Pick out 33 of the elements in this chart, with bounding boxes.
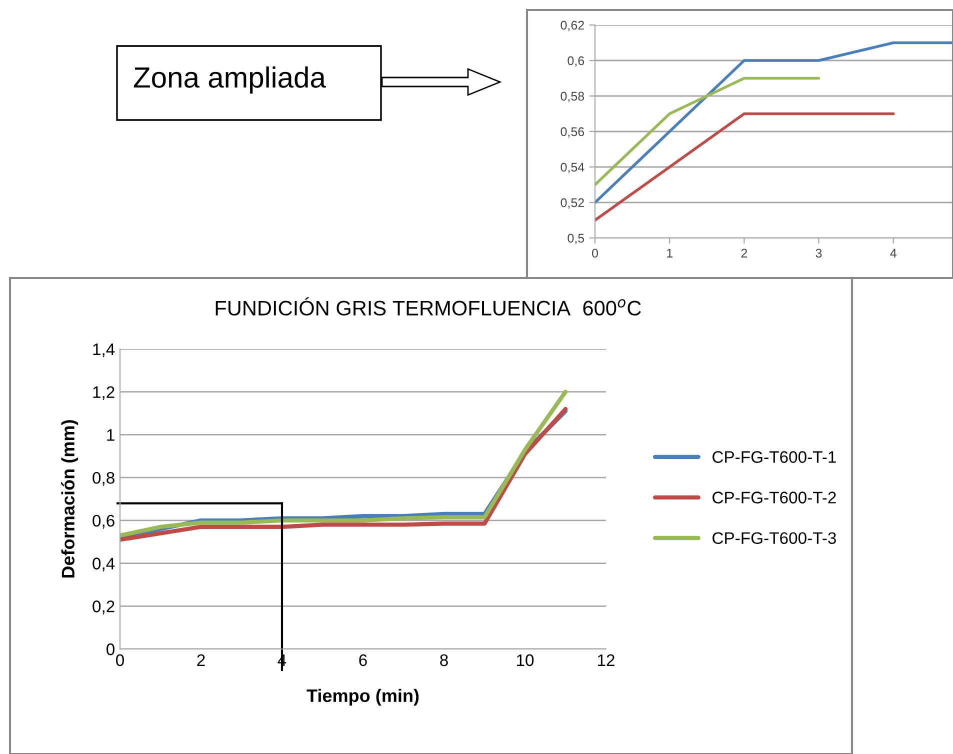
y-tick-label: 1,2 [93,386,114,400]
x-tick-label: 12 [598,654,614,666]
x-tick-label: 4 [890,248,896,258]
y-tick-label: 0,58 [560,92,584,102]
y-tick-label: 0,6 [92,514,114,529]
x-tick-label: 2 [197,654,205,666]
y-tick-label: 0,62 [560,20,584,32]
y-axis-title: Deformación (mm) [61,420,78,578]
x-tick-label: 10 [517,654,534,666]
y-tick-label: 0,6 [568,56,584,67]
y-tick-label: 0,54 [560,162,584,174]
legend-label: CP-FG-T600-T-1 [712,451,836,463]
x-tick-label: 0 [116,654,124,666]
y-tick-label: 0,2 [92,600,114,614]
legend-label: CP-FG-T600-T-2 [712,492,836,504]
x-tick-label: 8 [440,654,448,666]
x-tick-label: 1 [667,248,672,258]
x-tick-label: 0 [592,248,598,258]
y-tick-label: 1,4 [93,344,115,358]
y-tick-label: 0,8 [92,472,114,486]
legend-label: CP-FG-T600-T-3 [712,532,836,544]
y-tick-label: 0,56 [560,127,584,138]
chart-title: FUNDICIÓN GRIS TERMOFLUENCIA 600$^{o}$C [216,297,641,316]
y-tick-label: 1 [107,429,114,441]
x-tick-label: 2 [741,248,748,258]
text: Zona ampliada [134,66,326,94]
x-tick-label: 3 [816,248,822,258]
x-tick-label: 6 [359,654,367,666]
y-tick-label: 0 [106,643,114,656]
y-tick-label: 0,5 [568,234,584,244]
y-tick-label: 0,4 [92,558,115,572]
x-axis-title: Tiempo (min) [306,688,419,706]
y-tick-label: 0,52 [560,198,584,209]
